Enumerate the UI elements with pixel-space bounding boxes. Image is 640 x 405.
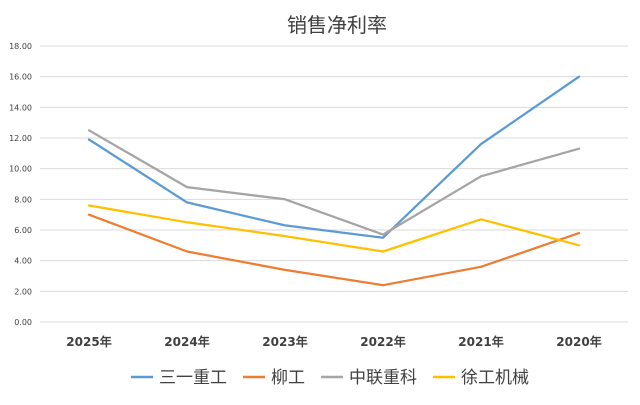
legend-item: 柳工 <box>243 368 305 388</box>
y-tick-label: 8.00 <box>14 195 32 204</box>
x-tick-label: 2020年 <box>556 334 601 349</box>
y-tick-label: 14.00 <box>9 103 32 112</box>
legend-label: 中联重科 <box>349 368 417 388</box>
x-tick-label: 2025年 <box>66 334 111 349</box>
x-tick-label: 2024年 <box>164 334 209 349</box>
legend-label: 三一重工 <box>159 368 227 388</box>
series-line-三一重工 <box>87 75 581 239</box>
series-line-徐工机械 <box>87 204 581 253</box>
y-tick-label: 12.00 <box>9 134 32 143</box>
y-tick-label: 16.00 <box>9 73 32 82</box>
chart-title: 销售净利率 <box>287 13 387 37</box>
grid-lines <box>40 45 628 323</box>
legend-label: 徐工机械 <box>461 368 529 388</box>
y-tick-label: 10.00 <box>9 165 32 174</box>
y-axis-tick-labels: 0.00 2.00 4.00 6.00 8.00 10.00 12.00 14.00 16.00… <box>9 42 32 327</box>
x-tick-label: 2021年 <box>458 334 503 349</box>
x-tick-label: 2022年 <box>360 334 405 349</box>
y-tick-label: 2.00 <box>14 287 32 296</box>
series-line-柳工 <box>87 213 581 287</box>
legend: 三一重工 柳工 中联重科 徐工机械 <box>131 368 529 388</box>
legend-item: 徐工机械 <box>433 368 529 388</box>
y-tick-label: 6.00 <box>14 226 32 235</box>
x-tick-label: 2023年 <box>262 334 307 349</box>
y-tick-label: 18.00 <box>9 42 32 51</box>
x-axis-tick-labels: 2025年 2024年 2023年 2022年 2021年 2020年 <box>66 334 601 349</box>
legend-item: 中联重科 <box>321 368 417 388</box>
legend-label: 柳工 <box>271 368 305 388</box>
legend-item: 三一重工 <box>131 368 227 388</box>
series-line-中联重科 <box>87 129 581 236</box>
y-tick-label: 0.00 <box>14 318 32 327</box>
series-lines <box>87 75 581 287</box>
y-tick-label: 4.00 <box>14 257 32 266</box>
